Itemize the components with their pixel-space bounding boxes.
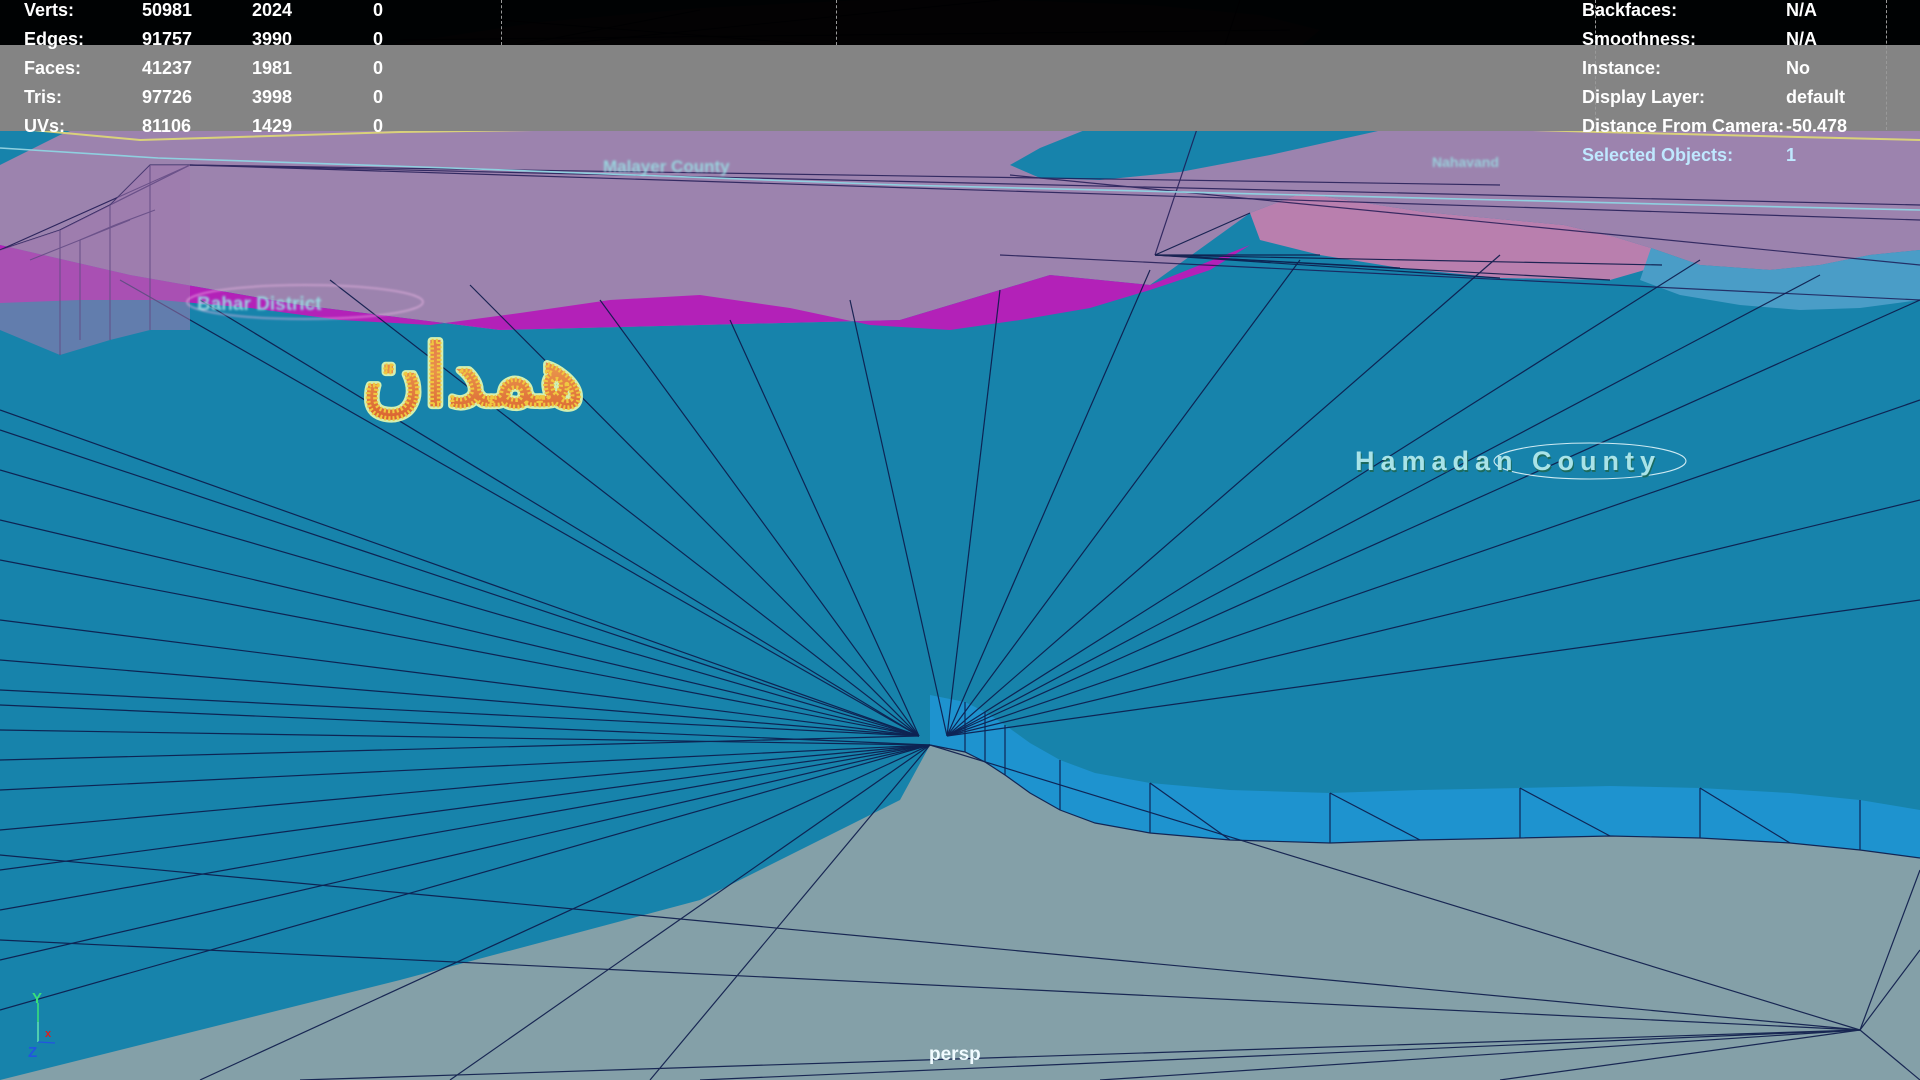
svg-text:Malayer County: Malayer County — [603, 157, 730, 176]
svg-text:Y: Y — [32, 990, 42, 1007]
svg-text:x: x — [45, 1028, 52, 1040]
svg-text:Z: Z — [28, 1044, 37, 1061]
svg-text:Nahavand: Nahavand — [1432, 154, 1499, 170]
svg-text:Bahar District: Bahar District — [197, 294, 322, 315]
svg-text:Hamadan County: Hamadan County — [1355, 446, 1661, 476]
svg-text:persp: persp — [929, 1044, 981, 1065]
svg-text:همدان: همدان — [362, 329, 584, 423]
